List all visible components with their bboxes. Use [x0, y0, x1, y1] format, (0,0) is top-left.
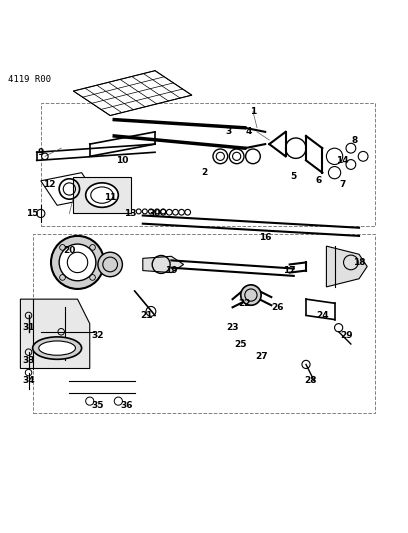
Text: 35: 35: [92, 401, 104, 410]
Text: 33: 33: [22, 356, 35, 365]
Polygon shape: [41, 173, 98, 205]
Text: 18: 18: [353, 258, 365, 267]
Text: 9: 9: [38, 148, 44, 157]
Text: 23: 23: [226, 323, 239, 332]
Text: 26: 26: [271, 303, 284, 312]
Polygon shape: [326, 246, 367, 287]
Text: 4: 4: [246, 127, 252, 136]
Circle shape: [98, 252, 122, 277]
Polygon shape: [73, 177, 131, 213]
Text: 1: 1: [250, 107, 256, 116]
Circle shape: [59, 244, 96, 281]
Circle shape: [241, 285, 261, 305]
Text: 27: 27: [255, 352, 267, 361]
Text: 12: 12: [43, 180, 55, 189]
Text: 22: 22: [239, 298, 251, 308]
Text: 10: 10: [116, 156, 129, 165]
Text: 36: 36: [120, 401, 133, 410]
Text: 5: 5: [290, 172, 297, 181]
Ellipse shape: [86, 183, 118, 207]
Polygon shape: [73, 71, 192, 116]
Polygon shape: [20, 299, 90, 368]
Text: 7: 7: [339, 180, 346, 189]
Text: 6: 6: [315, 176, 322, 185]
Text: 4119 R00: 4119 R00: [8, 75, 51, 84]
Text: 30: 30: [149, 209, 161, 218]
Polygon shape: [143, 256, 184, 272]
Text: 16: 16: [259, 233, 271, 243]
Text: 32: 32: [92, 332, 104, 341]
Text: 14: 14: [337, 156, 349, 165]
Text: 2: 2: [201, 168, 207, 177]
Text: 25: 25: [235, 340, 247, 349]
Text: 3: 3: [225, 127, 232, 136]
Ellipse shape: [33, 337, 82, 359]
Text: 19: 19: [165, 266, 177, 275]
Text: 13: 13: [124, 209, 137, 218]
Text: 15: 15: [27, 209, 39, 218]
Text: 29: 29: [341, 332, 353, 341]
Text: 34: 34: [22, 376, 35, 385]
Circle shape: [51, 236, 104, 289]
Text: 31: 31: [22, 323, 35, 332]
Text: 28: 28: [304, 376, 316, 385]
Text: 11: 11: [104, 192, 116, 201]
Ellipse shape: [39, 341, 75, 355]
Text: 20: 20: [63, 246, 75, 255]
Text: 8: 8: [352, 135, 358, 144]
Text: 21: 21: [141, 311, 153, 320]
Text: 17: 17: [284, 266, 296, 275]
Text: 24: 24: [316, 311, 328, 320]
